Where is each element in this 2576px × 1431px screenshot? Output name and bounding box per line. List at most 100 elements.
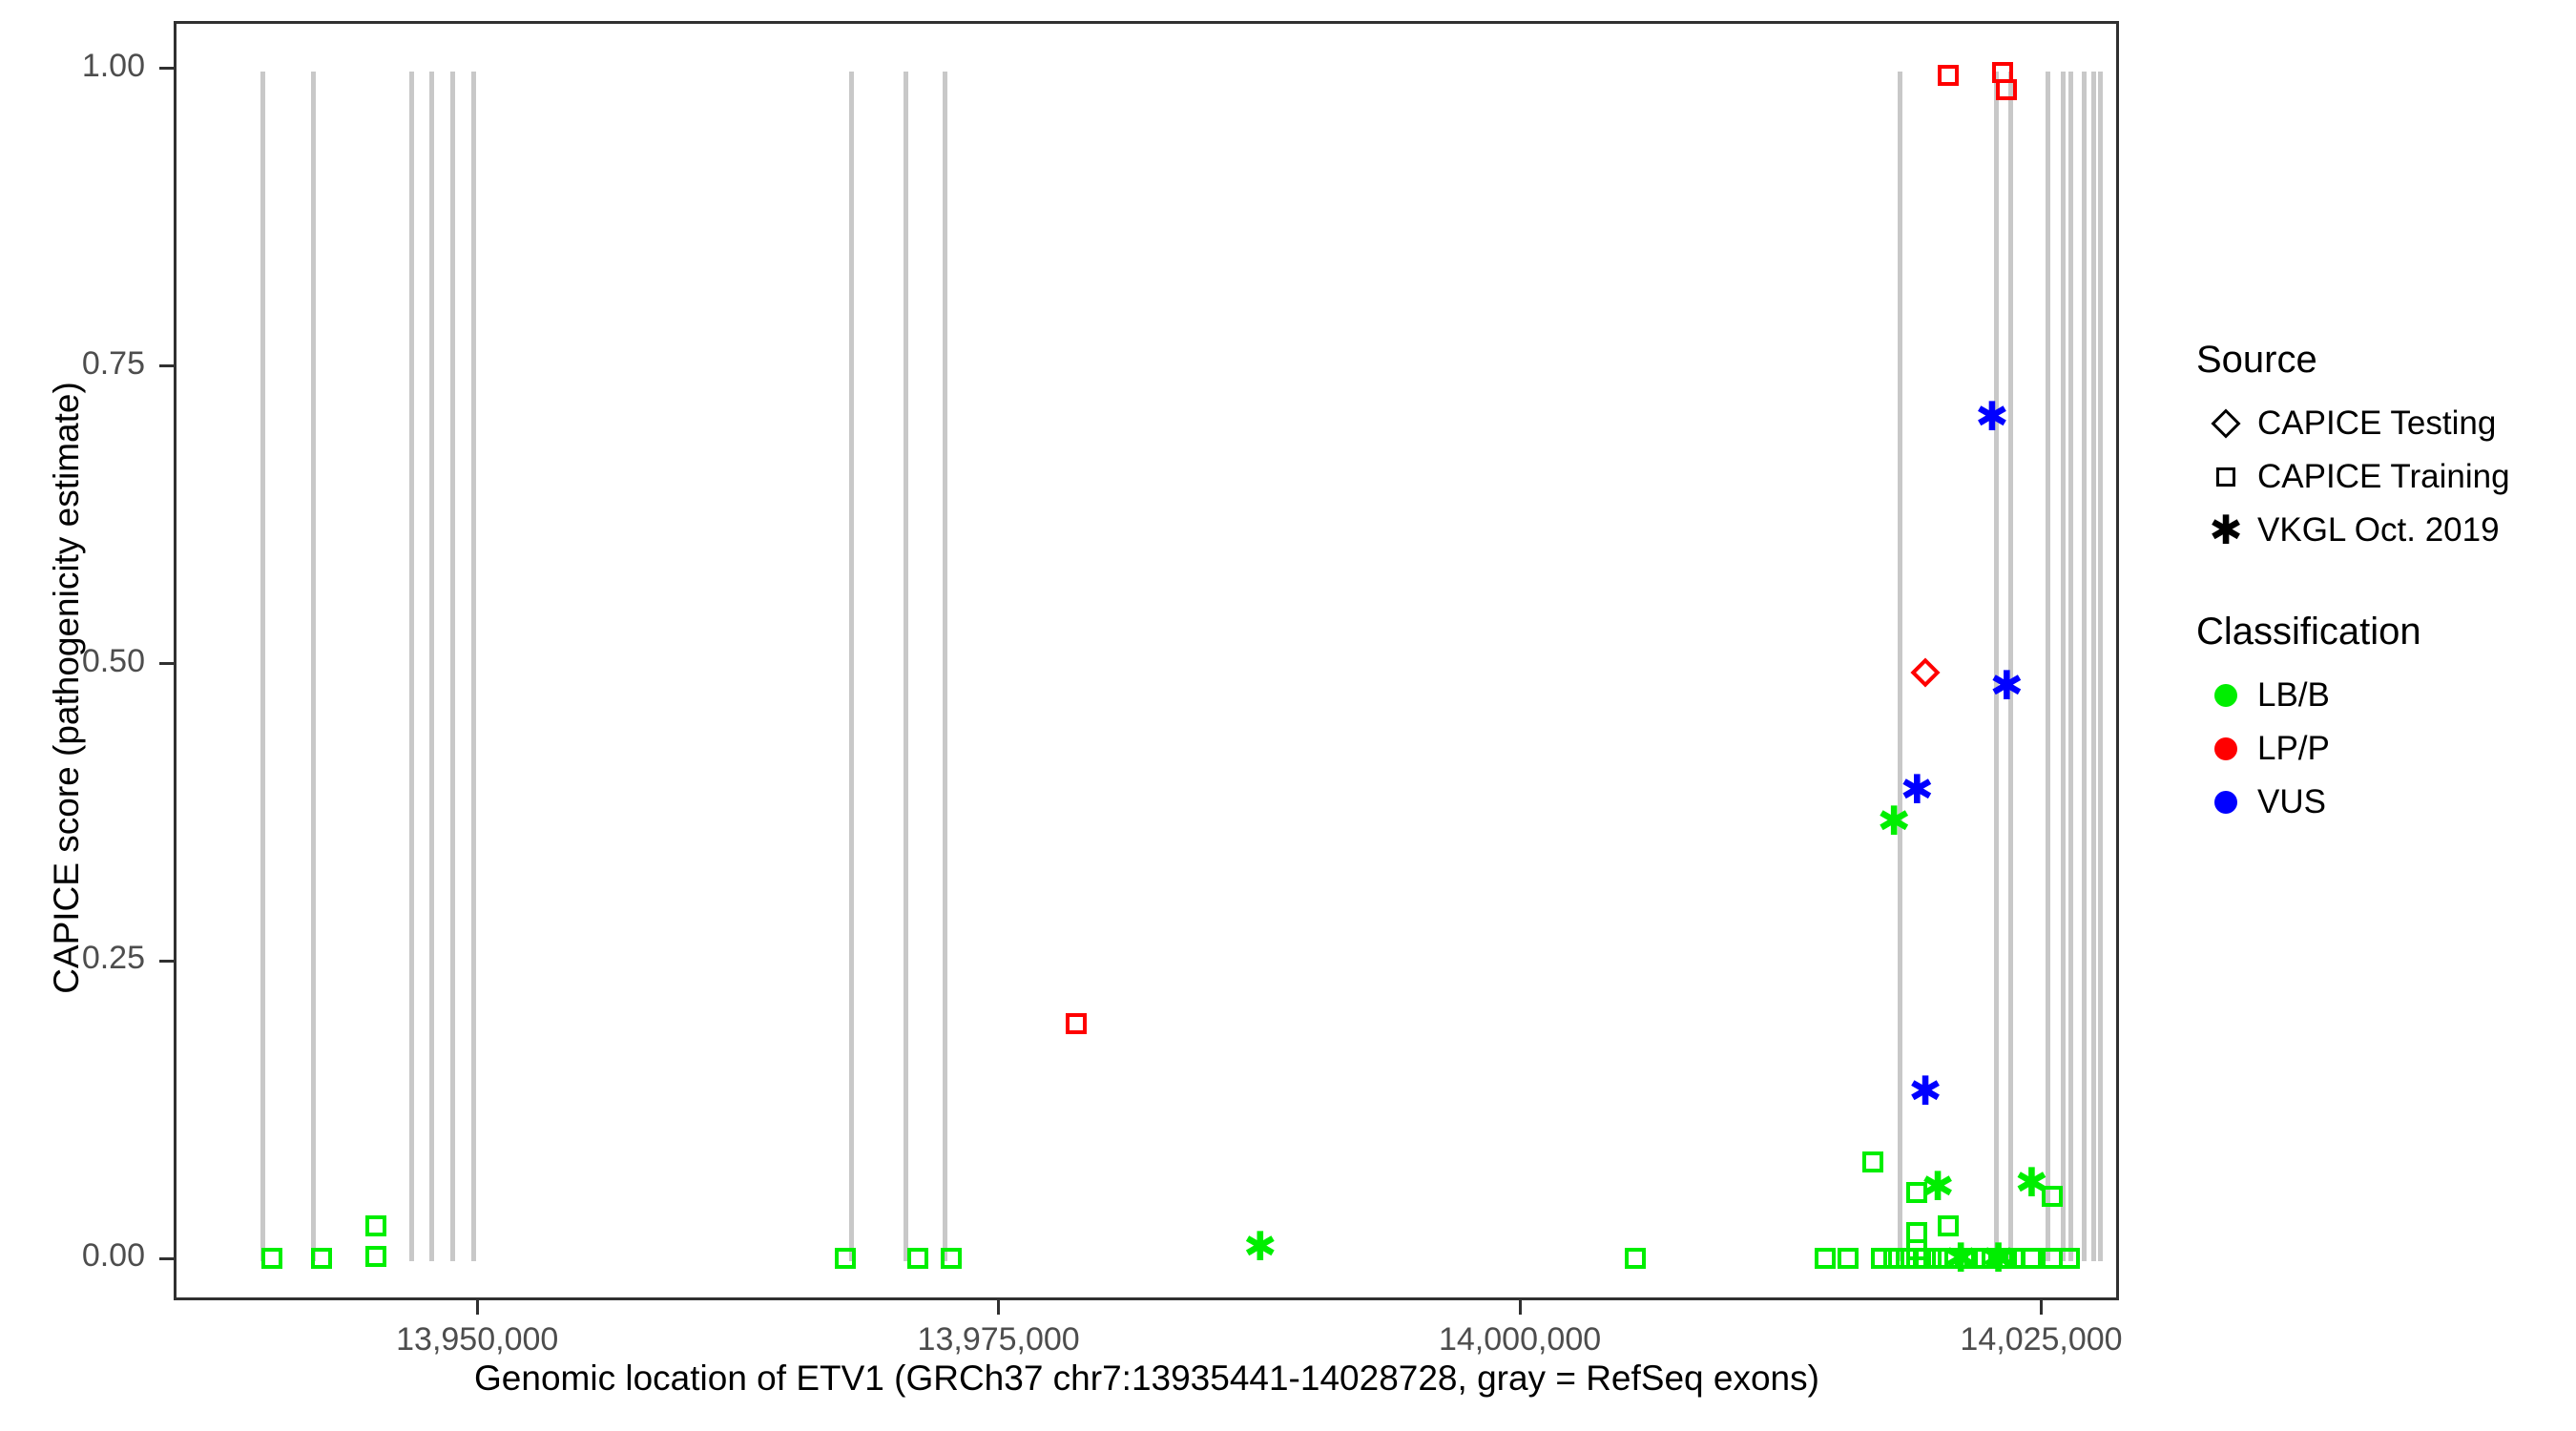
- legend-spacer: [2194, 557, 2566, 611]
- data-point-square: [2021, 1247, 2043, 1269]
- x-tick-label: 13,975,000: [917, 1321, 1080, 1358]
- legend-key: [2194, 791, 2257, 814]
- legend-key: [2194, 408, 2257, 439]
- data-point-square: [941, 1247, 963, 1269]
- exon-bar: [2098, 71, 2104, 1262]
- x-tick-mark: [2040, 1300, 2044, 1315]
- legend-item-lb-b[interactable]: LB/B: [2194, 669, 2566, 722]
- x-axis-title: Genomic location of ETV1 (GRCh37 chr7:13…: [474, 1358, 1819, 1398]
- color-dot-icon: [2214, 737, 2237, 760]
- data-point-square: [364, 1214, 386, 1236]
- x-tick-mark: [475, 1300, 479, 1315]
- y-axis-title: CAPICE score (pathogenicity estimate): [47, 382, 86, 994]
- data-point-asterisk: ✱: [1975, 392, 2009, 440]
- data-point-square: [311, 1247, 333, 1269]
- plot-panel: ✱ ✱ ✱ ✱ ✱ ✱ ✱ ✱ ✱ ✱: [174, 21, 2119, 1300]
- exon-bar: [848, 71, 854, 1262]
- legend-item-asterisk[interactable]: ✱ VKGL Oct. 2019: [2194, 504, 2566, 557]
- x-tick-mark: [997, 1300, 1001, 1315]
- legend-label: CAPICE Training: [2257, 458, 2510, 495]
- legend-key: [2194, 737, 2257, 760]
- y-tick-label: 0.50: [81, 642, 145, 679]
- exon-bar: [260, 71, 266, 1262]
- legend: Source CAPICE Testing CAPICE Training ✱ VKG…: [2194, 339, 2566, 829]
- data-point-square: [2058, 1247, 2080, 1269]
- data-point-square: [907, 1247, 929, 1269]
- exon-bar: [943, 71, 948, 1262]
- y-tick-mark: [159, 959, 174, 963]
- legend-color-rows: LB/B LP/P VUS: [2194, 669, 2566, 829]
- data-point-square: [1906, 1181, 1928, 1203]
- exon-bar: [408, 71, 414, 1262]
- data-point-square: [1914, 1247, 1936, 1269]
- data-point-square: [834, 1247, 856, 1269]
- y-tick-label: 0.00: [81, 1237, 145, 1275]
- data-point-square: [2042, 1185, 2064, 1207]
- data-point-square: [260, 1247, 282, 1269]
- legend-key: ✱: [2194, 510, 2257, 550]
- legend-item-diamond[interactable]: CAPICE Testing: [2194, 397, 2566, 450]
- y-tick-label: 0.25: [81, 940, 145, 977]
- y-tick-mark: [159, 67, 174, 71]
- y-tick-mark: [159, 1256, 174, 1260]
- legend-label: CAPICE Testing: [2257, 404, 2497, 442]
- legend-label: VUS: [2257, 783, 2326, 820]
- legend-key: [2194, 684, 2257, 707]
- data-point-asterisk: ✱: [1243, 1223, 1278, 1271]
- y-tick-mark: [159, 662, 174, 666]
- legend-label: LP/P: [2257, 730, 2330, 767]
- x-tick-label: 13,950,000: [396, 1321, 559, 1358]
- legend-item-vus[interactable]: VUS: [2194, 776, 2566, 829]
- plot-area: ✱ ✱ ✱ ✱ ✱ ✱ ✱ ✱ ✱ ✱: [177, 24, 2116, 1297]
- exon-bar: [2008, 71, 2014, 1262]
- exon-bar: [471, 71, 477, 1262]
- legend-title-classification: Classification: [2196, 611, 2421, 653]
- data-point-square: [1838, 1247, 1859, 1269]
- data-point-square: [1996, 78, 2018, 100]
- exon-bar: [1993, 71, 1999, 1262]
- exon-bar: [2068, 71, 2074, 1262]
- data-point-asterisk: ✱: [1877, 797, 1911, 844]
- data-point-asterisk: ✱: [1908, 1067, 1942, 1114]
- legend-shape-rows: CAPICE Testing CAPICE Training ✱ VKGL Oct. …: [2194, 397, 2566, 557]
- color-dot-icon: [2214, 684, 2237, 707]
- data-point-asterisk: ✱: [1900, 766, 1934, 814]
- exon-bar: [2060, 71, 2066, 1262]
- data-point-square: [364, 1246, 386, 1268]
- x-tick-label: 14,000,000: [1438, 1321, 1602, 1358]
- data-point-diamond: [1910, 657, 1941, 688]
- legend-key: [2194, 467, 2257, 487]
- exon-bar: [450, 71, 456, 1262]
- x-tick-label: 14,025,000: [1960, 1321, 2123, 1358]
- y-tick-mark: [159, 364, 174, 368]
- square-icon: [2216, 467, 2235, 487]
- legend-item-lp-p[interactable]: LP/P: [2194, 722, 2566, 776]
- legend-label: VKGL Oct. 2019: [2257, 511, 2500, 549]
- exon-bar: [2046, 71, 2051, 1262]
- data-point-asterisk: ✱: [1989, 661, 2024, 709]
- data-point-square: [1937, 1214, 1959, 1236]
- y-tick-label: 1.00: [81, 47, 145, 84]
- exon-bar: [903, 71, 908, 1262]
- legend-label: LB/B: [2257, 676, 2330, 714]
- diamond-icon: [2211, 408, 2241, 439]
- data-point-square: [1883, 1247, 1905, 1269]
- asterisk-icon: ✱: [2209, 507, 2243, 553]
- exon-bar: [2091, 71, 2097, 1262]
- data-point-square: [1625, 1247, 1647, 1269]
- data-point-square: [1871, 1247, 1893, 1269]
- data-point-square: [1862, 1151, 1884, 1172]
- data-point-square: [1066, 1012, 1088, 1034]
- data-point-square: [1937, 64, 1959, 86]
- x-tick-mark: [1518, 1300, 1522, 1315]
- y-tick-label: 0.75: [81, 344, 145, 382]
- color-dot-icon: [2214, 791, 2237, 814]
- exon-bar: [2081, 71, 2087, 1262]
- exon-bar: [1898, 71, 1903, 1262]
- data-point-square: [1815, 1247, 1836, 1269]
- legend-item-square[interactable]: CAPICE Training: [2194, 450, 2566, 504]
- exon-bar: [429, 71, 435, 1262]
- legend-title-source: Source: [2196, 339, 2317, 381]
- data-point-asterisk: ✱: [1921, 1162, 1955, 1210]
